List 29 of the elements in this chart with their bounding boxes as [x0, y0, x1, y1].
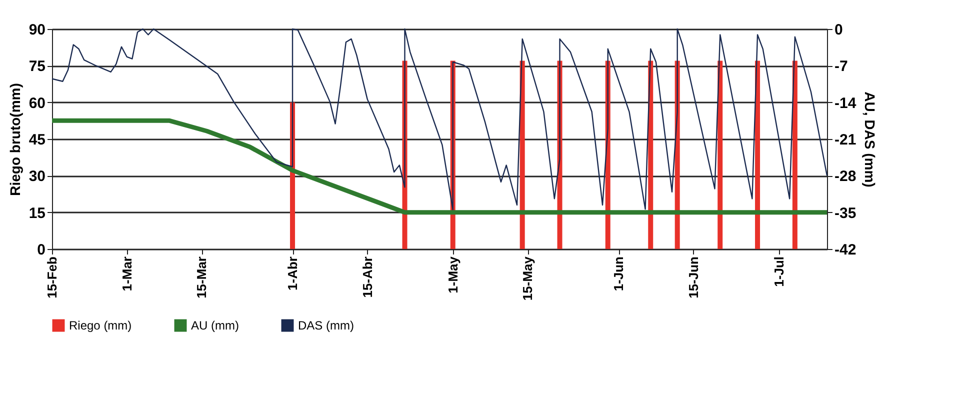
- legend-label: AU (mm): [191, 318, 239, 333]
- y-tick-label: 60: [28, 94, 46, 112]
- x-tick-label: 1-Mar: [119, 256, 134, 292]
- x-tick-label: 1-Jul: [771, 256, 786, 287]
- x-tick-label: 1-Jun: [611, 256, 626, 292]
- x-tick-label: 1-Abr: [285, 256, 300, 290]
- x-tick-label: 15-Abr: [360, 256, 375, 298]
- x-tick-label: 15-May: [520, 256, 536, 301]
- y-tick-label: 30: [28, 168, 46, 186]
- legend-label: Riego (mm): [69, 318, 132, 333]
- y-axis-title: Riego bruto(mm): [6, 83, 23, 196]
- y-tick-label: 45: [28, 132, 46, 148]
- y-tick-label: 75: [28, 58, 46, 76]
- y-tick-label: 15: [28, 204, 46, 222]
- y2-tick-label: 0: [834, 22, 843, 38]
- y2-tick-label: -14: [834, 94, 857, 112]
- x-tick-label: 15-Mar: [194, 256, 210, 298]
- y-tick-label: 90: [28, 22, 46, 38]
- legend-label: DAS (mm): [298, 318, 354, 333]
- y2-tick-label: -21: [834, 132, 856, 148]
- y2-tick-label: -7: [834, 58, 848, 76]
- y2-tick-label: -42: [834, 242, 856, 258]
- x-tick-label: 1-May: [445, 256, 460, 294]
- x-tick-label: 15-Feb: [44, 256, 60, 298]
- y2-tick-label: -35: [834, 204, 856, 222]
- y-tick-label: 0: [37, 242, 46, 258]
- x-tick-label: 15-Jun: [686, 256, 701, 298]
- y2-tick-label: -28: [834, 168, 856, 186]
- y2-axis-title: AU, DAS (mm): [862, 92, 878, 188]
